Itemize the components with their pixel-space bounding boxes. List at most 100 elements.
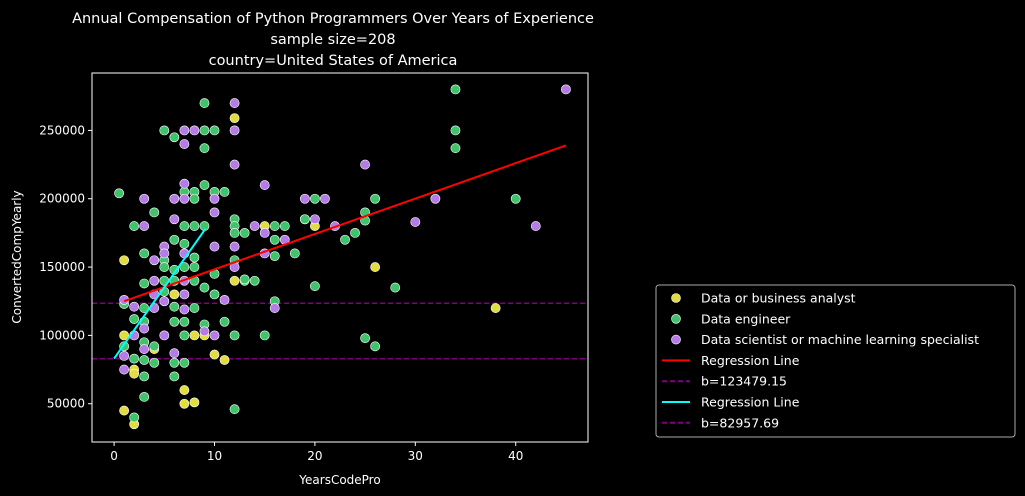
point-data-scientist-or-machine-learning-specialist: [139, 193, 150, 204]
point-data-engineer: [159, 125, 170, 136]
point-data-engineer: [309, 281, 320, 292]
point-data-engineer: [169, 234, 180, 245]
chart-title: Annual Compensation of Python Programmer…: [72, 11, 594, 69]
point-data-engineer: [370, 341, 381, 352]
legend-marker: [671, 293, 681, 303]
point-data-engineer: [149, 207, 160, 218]
point-data-engineer: [209, 289, 220, 300]
title-line-3: country=United States of America: [209, 53, 458, 69]
point-data-engineer: [139, 278, 150, 289]
point-data-scientist-or-machine-learning-specialist: [179, 178, 190, 189]
x-axis-label: YearsCodePro: [298, 473, 380, 487]
regression-line: [123, 144, 567, 303]
point-data-scientist-or-machine-learning-specialist: [229, 241, 240, 252]
point-data-scientist-or-machine-learning-specialist: [229, 125, 240, 136]
point-data-engineer: [189, 193, 200, 204]
point-data-engineer: [199, 282, 210, 293]
x-tick-label: 0: [110, 449, 118, 463]
y-tick-label: 100000: [39, 328, 85, 342]
scatter-points: [114, 84, 571, 430]
y-tick-label: 50000: [47, 397, 85, 411]
point-data-or-business-analyst: [490, 303, 501, 313]
point-data-engineer: [139, 371, 150, 382]
point-data-scientist-or-machine-learning-specialist: [249, 221, 260, 231]
title-line-1: Annual Compensation of Python Programmer…: [72, 11, 594, 27]
point-data-engineer: [229, 330, 240, 341]
point-data-engineer: [199, 125, 210, 136]
point-data-scientist-or-machine-learning-specialist: [199, 326, 210, 337]
point-data-scientist-or-machine-learning-specialist: [119, 364, 130, 375]
point-data-scientist-or-machine-learning-specialist: [269, 303, 280, 313]
point-data-scientist-or-machine-learning-specialist: [149, 275, 160, 286]
point-data-engineer: [360, 333, 371, 344]
point-data-or-business-analyst: [370, 262, 381, 272]
point-data-scientist-or-machine-learning-specialist: [159, 330, 170, 341]
title-line-2: sample size=208: [270, 32, 395, 48]
legend-label: Data engineer: [701, 311, 791, 326]
point-data-scientist-or-machine-learning-specialist: [530, 221, 541, 231]
point-data-scientist-or-machine-learning-specialist: [229, 159, 240, 170]
point-data-or-business-analyst: [119, 405, 130, 416]
point-data-scientist-or-machine-learning-specialist: [119, 350, 130, 361]
point-data-or-business-analyst: [119, 330, 130, 341]
legend-label: Data or business analyst: [701, 291, 856, 306]
point-data-engineer: [450, 143, 461, 154]
point-data-scientist-or-machine-learning-specialist: [159, 296, 170, 307]
y-tick-label: 200000: [39, 192, 85, 206]
point-data-scientist-or-machine-learning-specialist: [179, 193, 190, 204]
point-data-or-business-analyst: [179, 398, 190, 409]
point-data-engineer: [189, 252, 200, 263]
legend-label: Regression Line: [701, 395, 800, 410]
point-data-engineer: [139, 355, 150, 365]
legend-box: [655, 284, 1016, 438]
point-data-or-business-analyst: [189, 397, 200, 408]
point-data-engineer: [189, 303, 200, 313]
legend: Data or business analyst Data engineer Dat…: [655, 284, 1016, 438]
point-data-engineer: [179, 357, 190, 368]
point-data-or-business-analyst: [229, 275, 240, 286]
point-data-or-business-analyst: [229, 113, 240, 123]
point-data-engineer: [169, 132, 180, 143]
point-data-engineer: [269, 234, 280, 245]
y-tick-label: 150000: [39, 260, 85, 274]
point-data-scientist-or-machine-learning-specialist: [139, 344, 150, 354]
point-data-scientist-or-machine-learning-specialist: [209, 193, 220, 204]
point-data-engineer: [259, 330, 270, 341]
point-data-scientist-or-machine-learning-specialist: [259, 227, 270, 238]
point-data-engineer: [269, 221, 280, 231]
point-data-engineer: [114, 188, 125, 199]
legend-marker: [671, 334, 681, 345]
point-data-or-business-analyst: [209, 349, 220, 360]
point-data-engineer: [219, 316, 230, 327]
point-data-engineer: [269, 251, 280, 262]
point-data-scientist-or-machine-learning-specialist: [561, 84, 571, 95]
point-data-or-business-analyst: [129, 368, 140, 379]
y-tick-label: 250000: [39, 123, 85, 137]
point-data-engineer: [450, 125, 461, 136]
point-data-scientist-or-machine-learning-specialist: [169, 193, 180, 204]
point-data-engineer: [169, 316, 180, 327]
point-data-engineer: [129, 314, 140, 324]
point-data-scientist-or-machine-learning-specialist: [299, 193, 310, 204]
regression-lines: [113, 144, 567, 360]
point-data-engineer: [169, 371, 180, 382]
legend-label: b=82957.69: [701, 415, 779, 430]
y-axis-ticks: 50000 100000 150000 200000 250000: [39, 123, 92, 411]
point-data-scientist-or-machine-learning-specialist: [169, 214, 180, 225]
x-tick-label: 20: [307, 449, 322, 463]
point-data-engineer: [199, 180, 210, 190]
point-data-engineer: [340, 234, 350, 245]
point-data-engineer: [279, 221, 290, 231]
point-data-engineer: [129, 221, 140, 231]
point-data-engineer: [149, 357, 160, 368]
point-data-scientist-or-machine-learning-specialist: [430, 193, 441, 204]
point-data-scientist-or-machine-learning-specialist: [320, 193, 330, 204]
point-data-or-business-analyst: [219, 355, 230, 365]
point-data-engineer: [179, 238, 190, 249]
point-data-or-business-analyst: [189, 330, 200, 341]
legend-label: b=123479.15: [701, 374, 787, 389]
point-data-engineer: [169, 301, 180, 312]
axes-frame: [91, 72, 589, 443]
point-data-engineer: [179, 316, 190, 327]
point-data-engineer: [350, 227, 360, 238]
